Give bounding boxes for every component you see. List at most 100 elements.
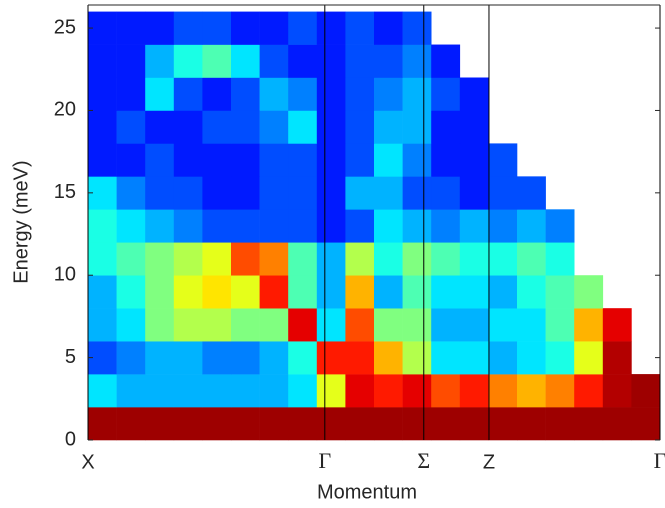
heatmap-cell — [402, 308, 432, 342]
heatmap-cell — [288, 308, 318, 342]
heatmap-cell — [173, 242, 203, 276]
heatmap-cell — [259, 44, 289, 78]
heatmap-cell — [459, 209, 489, 243]
heatmap-cell — [116, 143, 146, 177]
heatmap-cell — [259, 77, 289, 111]
heatmap-cell — [431, 209, 461, 243]
heatmap-cell — [431, 77, 461, 111]
heatmap-cell — [202, 275, 232, 309]
heatmap-cell — [459, 374, 489, 408]
heatmap-cell — [316, 407, 346, 441]
heatmap-cell — [231, 275, 260, 309]
heatmap-cell — [602, 374, 632, 408]
heatmap-cell — [374, 374, 403, 408]
heatmap-cell — [345, 44, 375, 78]
heatmap-cell — [402, 44, 432, 78]
heatmap-cell — [88, 407, 117, 441]
heatmap-cell — [345, 77, 375, 111]
heatmap-cell — [374, 242, 403, 276]
y-tick-label: 15 — [54, 181, 76, 203]
heatmap-cell — [488, 308, 518, 342]
heatmap-cell — [173, 11, 203, 45]
heatmap-cell — [145, 308, 175, 342]
heatmap-cell — [145, 11, 175, 45]
heatmap-cell — [545, 308, 575, 342]
heatmap-cell — [116, 77, 146, 111]
heatmap-cell — [545, 209, 575, 243]
x-tick-label: Σ — [417, 448, 430, 473]
heatmap-cell — [345, 176, 375, 210]
x-tick-label: Z — [483, 451, 495, 473]
heatmap-cell — [374, 176, 403, 210]
heatmap-cell — [202, 242, 232, 276]
heatmap-cell — [602, 341, 632, 375]
heatmap-cell — [116, 176, 146, 210]
heatmap-cell — [288, 242, 318, 276]
heatmap-cell — [374, 407, 403, 441]
heatmap-cell — [288, 374, 318, 408]
heatmap-cell — [88, 143, 117, 177]
heatmap-cell — [288, 407, 318, 441]
heatmap-cell — [88, 242, 117, 276]
heatmap-cell — [88, 209, 117, 243]
heatmap-cell — [202, 341, 232, 375]
heatmap-cell — [545, 275, 575, 309]
heatmap-cell — [431, 143, 461, 177]
heatmap-cell — [459, 77, 489, 111]
heatmap-cell — [517, 308, 546, 342]
heatmap-cell — [145, 407, 175, 441]
heatmap-cell — [116, 209, 146, 243]
heatmap-cell — [488, 209, 518, 243]
heatmap-cell — [116, 308, 146, 342]
heatmap-cell — [116, 11, 146, 45]
heatmap-cell — [488, 275, 518, 309]
heatmap-cell — [374, 209, 403, 243]
heatmap-cell — [402, 110, 432, 144]
heatmap-cell — [288, 110, 318, 144]
heatmap-cell — [173, 308, 203, 342]
heatmap-cell — [574, 308, 604, 342]
heatmap-cell — [145, 242, 175, 276]
heatmap-cell — [374, 11, 403, 45]
heatmap-cell — [459, 308, 489, 342]
heatmap-cell — [316, 176, 346, 210]
heatmap-cell — [231, 341, 260, 375]
heatmap-cell — [231, 407, 260, 441]
heatmap-cell — [259, 209, 289, 243]
heatmap-cell — [488, 374, 518, 408]
heatmap-cell — [231, 176, 260, 210]
heatmap-cell — [173, 110, 203, 144]
heatmap-cell — [402, 143, 432, 177]
heatmap-cell — [288, 275, 318, 309]
heatmap-cell — [402, 407, 432, 441]
heatmap-cell — [545, 407, 575, 441]
heatmap-cell — [574, 374, 604, 408]
heatmap-cell — [402, 11, 432, 45]
heatmap-cell — [402, 374, 432, 408]
heatmap-cell — [231, 44, 260, 78]
heatmap-cell — [145, 275, 175, 309]
heatmap-cell — [231, 77, 260, 111]
heatmap-cell — [173, 44, 203, 78]
heatmap — [88, 11, 661, 441]
heatmap-cell — [288, 77, 318, 111]
heatmap-cell — [316, 242, 346, 276]
heatmap-cell — [288, 176, 318, 210]
heatmap-cell — [459, 110, 489, 144]
heatmap-cell — [574, 341, 604, 375]
heatmap-cell — [488, 341, 518, 375]
heatmap-cell — [145, 176, 175, 210]
heatmap-cell — [116, 275, 146, 309]
heatmap-cell — [316, 143, 346, 177]
heatmap-cell — [517, 341, 546, 375]
heatmap-cell — [374, 341, 403, 375]
heatmap-cell — [173, 176, 203, 210]
heatmap-cell — [316, 341, 346, 375]
heatmap-cell — [431, 374, 461, 408]
heatmap-cell — [231, 143, 260, 177]
heatmap-cell — [345, 407, 375, 441]
heatmap-cell — [173, 77, 203, 111]
y-tick-label: 0 — [65, 428, 76, 450]
heatmap-cell — [288, 209, 318, 243]
